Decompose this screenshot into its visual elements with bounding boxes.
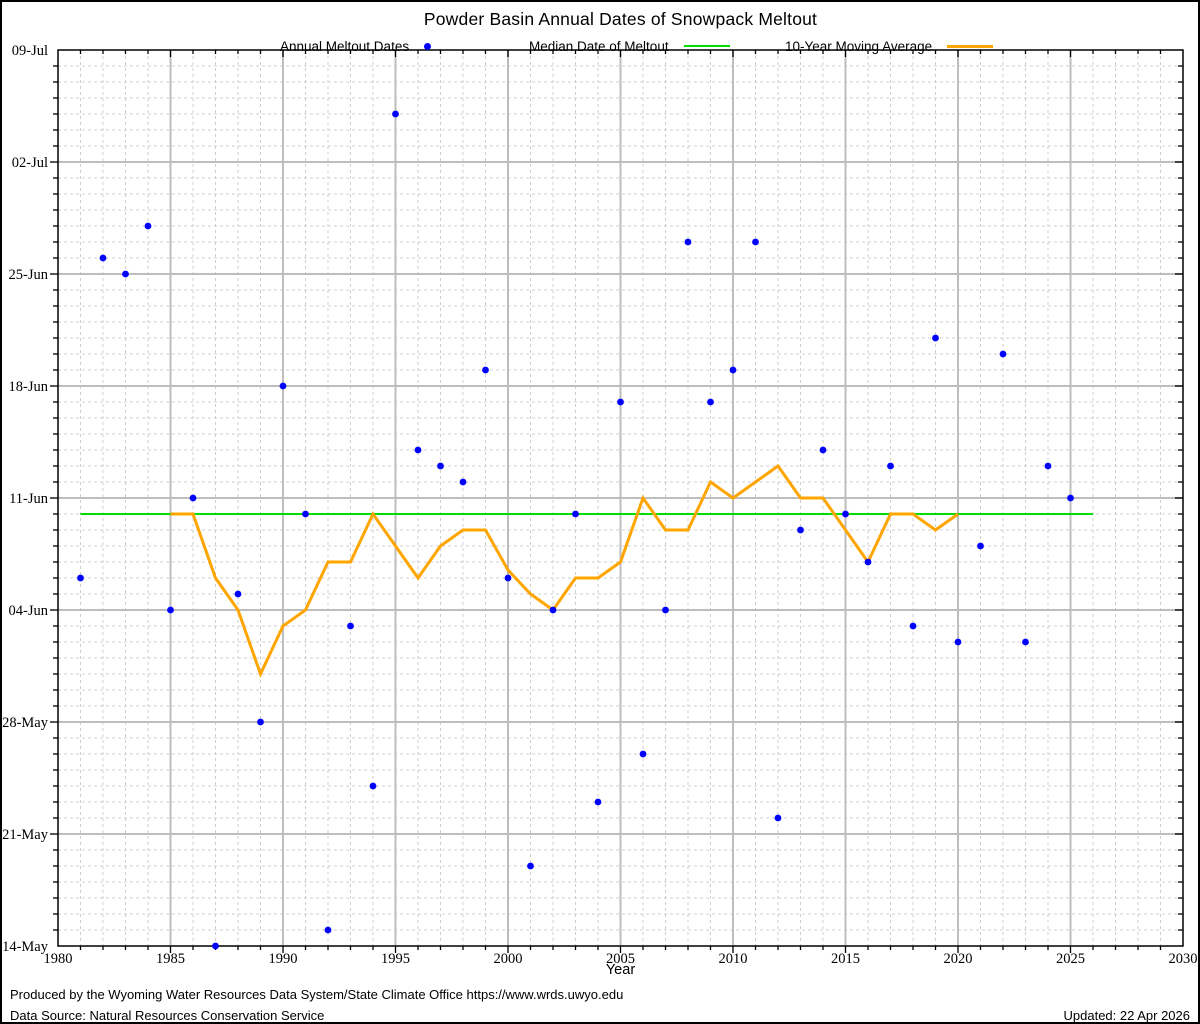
meltout-point-1983: 1983: 25-Jun xyxy=(122,270,129,278)
meltout-point-2017: 2017: 13-Jun xyxy=(887,462,894,470)
meltout-point-1995: 1995: 05-Jul xyxy=(392,110,399,118)
annual-meltout-dot-marker xyxy=(424,42,432,50)
meltout-point-2001: 2001: 19-May xyxy=(527,862,534,870)
meltout-point-1987: 1987: 14-May xyxy=(212,942,219,950)
meltout-point-2010: 2010: 19-Jun xyxy=(729,366,737,374)
meltout-point-1998: 1998: 12-Jun xyxy=(459,478,467,486)
meltout-point-2012: 2012: 22-May xyxy=(774,814,782,822)
footer-updated-date: Updated: 22 Apr 2026 xyxy=(1063,1008,1191,1023)
meltout-point-2004: 2004: 23-May xyxy=(594,798,602,806)
meltout-point-2006: 2006: 26-May xyxy=(639,750,647,758)
meltout-point-2022: 2022: 20-Jun xyxy=(999,350,1007,358)
x-tick-label: 1985 xyxy=(156,951,185,967)
meltout-point-1982: 1982: 26-Jun xyxy=(99,254,107,262)
meltout-point-1997: 1997: 13-Jun xyxy=(437,462,444,470)
meltout-point-1993: 1993: 03-Jun xyxy=(347,622,354,630)
meltout-point-2019: 2019: 21-Jun xyxy=(932,334,939,342)
footer-data-source: Data Source: Natural Resources Conservat… xyxy=(10,1008,325,1023)
meltout-point-2002: 2002: 04-Jun xyxy=(549,606,557,614)
x-tick-label: 2000 xyxy=(494,951,523,967)
x-tick-label: 2025 xyxy=(1056,951,1085,967)
meltout-point-2023: 2023: 02-Jun xyxy=(1022,638,1029,646)
meltout-point-1988: 1988: 05-Jun xyxy=(234,590,242,598)
meltout-point-2000: 2000: 06-Jun xyxy=(504,574,512,582)
x-tick-label: 2010 xyxy=(719,951,748,967)
meltout-point-2011: 2011: 27-Jun xyxy=(752,238,759,246)
x-tick-label: 1980 xyxy=(44,951,73,967)
y-tick-label: 02-Jul xyxy=(12,155,48,171)
legend-median-label: Median Date of Meltout xyxy=(529,38,669,54)
meltout-point-2024: 2024: 13-Jun xyxy=(1044,462,1052,470)
y-tick-label: 18-Jun xyxy=(9,379,49,395)
x-tick-label: 1995 xyxy=(381,951,410,967)
meltout-point-2020: 2020: 02-Jun xyxy=(954,638,962,646)
meltout-point-1992: 1992: 15-May xyxy=(324,926,332,934)
x-tick-label: 2030 xyxy=(1169,951,1198,967)
meltout-point-2007: 2007: 04-Jun xyxy=(662,606,669,614)
legend-moving-average-label: 10-Year Moving Average xyxy=(785,38,933,54)
meltout-point-1990: 1990: 18-Jun xyxy=(279,382,287,390)
moving-average-line-marker xyxy=(947,44,994,48)
meltout-point-2018: 2018: 03-Jun xyxy=(909,622,917,630)
meltout-point-1984: 1984: 28-Jun xyxy=(144,222,152,230)
meltout-point-1986: 1986: 11-Jun xyxy=(189,494,197,502)
meltout-point-2025: 2025: 11-Jun xyxy=(1067,494,1074,502)
x-tick-label: 2015 xyxy=(831,951,860,967)
chart-title: Powder Basin Annual Dates of Snowpack Me… xyxy=(423,9,818,29)
y-tick-label: 09-Jul xyxy=(12,43,48,59)
meltout-point-2015: 2015: 10-Jun xyxy=(842,510,849,518)
moving-average-line xyxy=(170,463,959,678)
y-tick-label: 11-Jun xyxy=(9,491,49,507)
y-tick-label: 21-May xyxy=(2,827,49,843)
x-tick-label: 1990 xyxy=(269,951,298,967)
x-tick-label: 2005 xyxy=(606,951,635,967)
y-tick-label: 04-Jun xyxy=(9,603,49,619)
meltout-point-1999: 1999: 19-Jun xyxy=(482,366,489,374)
x-tick-label: 2020 xyxy=(944,951,973,967)
footer-produced-by: Produced by the Wyoming Water Resources … xyxy=(10,987,624,1002)
meltout-point-2013: 2013: 09-Jun xyxy=(797,526,804,534)
meltout-point-2016: 2016: 07-Jun xyxy=(864,558,872,566)
meltout-point-1996: 1996: 14-Jun xyxy=(414,446,422,454)
meltout-point-2005: 2005: 17-Jun xyxy=(617,398,624,406)
y-tick-label: 14-May xyxy=(2,939,49,955)
meltout-point-1985: 1985: 04-Jun xyxy=(167,606,174,614)
x-axis-title: Year xyxy=(605,962,636,978)
y-tick-label: 28-May xyxy=(2,715,49,731)
meltout-point-1994: 1994: 24-May xyxy=(369,782,377,790)
legend-item-annual-meltout: Annual Meltout Dates xyxy=(280,38,432,54)
meltout-point-2014: 2014: 14-Jun xyxy=(819,446,827,454)
meltout-point-1981: 1981: 06-Jun xyxy=(77,574,84,582)
meltout-point-2003: 2003: 10-Jun xyxy=(572,510,579,518)
median-line-marker xyxy=(683,45,730,47)
meltout-point-1991: 1991: 10-Jun xyxy=(302,510,309,518)
meltout-point-1989: 1989: 28-May xyxy=(257,718,264,726)
meltout-point-2021: 2021: 08-Jun xyxy=(977,542,984,550)
y-tick-label: 25-Jun xyxy=(9,267,49,283)
legend-item-moving-average: 10-Year Moving Average xyxy=(785,38,994,54)
legend-annual-label: Annual Meltout Dates xyxy=(280,38,410,54)
meltout-point-2008: 2008: 27-Jun xyxy=(684,238,692,246)
legend-item-median: Median Date of Meltout xyxy=(529,38,730,54)
meltout-point-2009: 2009: 17-Jun xyxy=(707,398,714,406)
